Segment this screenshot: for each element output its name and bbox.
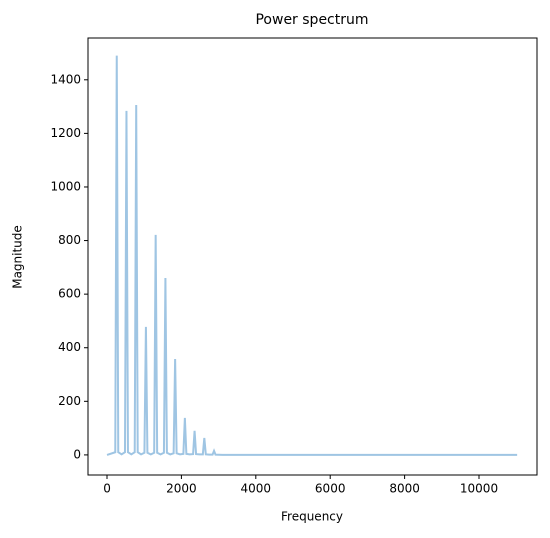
x-tick-label: 4000: [241, 482, 272, 496]
x-tick-label: 10000: [460, 482, 498, 496]
y-tick-label: 1200: [50, 126, 81, 140]
spectrum-line: [106, 55, 518, 456]
y-tick-label: 1400: [50, 72, 81, 86]
x-tick-label: 8000: [389, 482, 420, 496]
y-tick-label: 600: [58, 287, 81, 301]
chart-title: Power spectrum: [255, 12, 368, 28]
y-tick-label: 800: [58, 233, 81, 247]
x-tick-label: 6000: [315, 482, 346, 496]
y-tick-label: 1000: [50, 179, 81, 193]
x-tick-label: 2000: [166, 482, 197, 496]
y-tick-label: 400: [58, 340, 81, 354]
x-axis-label: Frequency: [281, 510, 343, 524]
y-tick-label: 200: [58, 394, 81, 408]
x-tick-label: 0: [103, 482, 111, 496]
y-tick-label: 0: [73, 447, 81, 461]
plot-frame: [87, 37, 538, 476]
y-axis-label: Magnitude: [11, 225, 25, 289]
